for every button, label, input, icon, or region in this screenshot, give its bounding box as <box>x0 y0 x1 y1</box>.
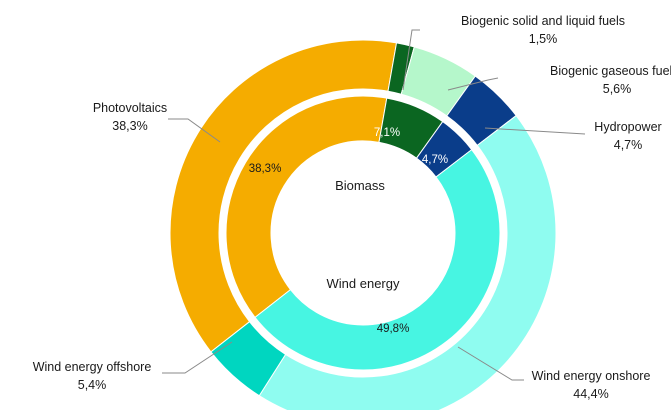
outer-ring <box>169 39 557 410</box>
outer-label-photovoltaics-name: Photovoltaics <box>93 101 167 115</box>
outer-label-photovoltaics-value: 38,3% <box>112 119 147 133</box>
leader-onshore <box>457 346 524 381</box>
outer-slice-photovoltaics <box>169 39 398 353</box>
leader-hydropower <box>484 127 586 135</box>
inner-label-wind-energy: 49,8% <box>377 323 410 335</box>
outer-slice-wind-energy-onshore <box>258 114 557 410</box>
inner-slice-wind-energy <box>254 148 501 371</box>
inner-label-photovoltaics: 38,3% <box>249 163 282 175</box>
outer-label-onshore-name: Wind energy onshore <box>532 369 651 383</box>
inner-label-biomass: 7,1% <box>374 127 400 139</box>
leader-solid-fuels <box>402 29 420 91</box>
inner-ring <box>225 95 501 371</box>
inner-label-hydropower: 4,7% <box>422 154 448 166</box>
inner-slice-photovoltaics <box>225 95 388 319</box>
outer-label-gaseous-value: 5,6% <box>603 82 632 96</box>
outer-label-offshore-value: 5,4% <box>78 378 107 392</box>
leader-offshore <box>162 341 233 374</box>
outer-label-solid-name: Biogenic solid and liquid fuels <box>461 14 625 28</box>
outer-label-offshore-name: Wind energy offshore <box>33 360 152 374</box>
outer-label-gaseous-name: Biogenic gaseous fuels <box>550 64 671 78</box>
outer-label-onshore-value: 44,4% <box>573 387 608 401</box>
center-label-biomass: Biomass <box>335 178 385 193</box>
leader-gaseous-fuels <box>447 77 499 91</box>
leader-photovoltaics <box>168 118 221 143</box>
outer-label-hydro-value: 4,7% <box>614 138 643 152</box>
outer-label-solid-value: 1,5% <box>529 32 558 46</box>
outer-slice-wind-energy-offshore <box>210 320 287 397</box>
outer-label-hydro-name: Hydropower <box>594 120 661 134</box>
center-label-wind-energy: Wind energy <box>327 276 400 291</box>
